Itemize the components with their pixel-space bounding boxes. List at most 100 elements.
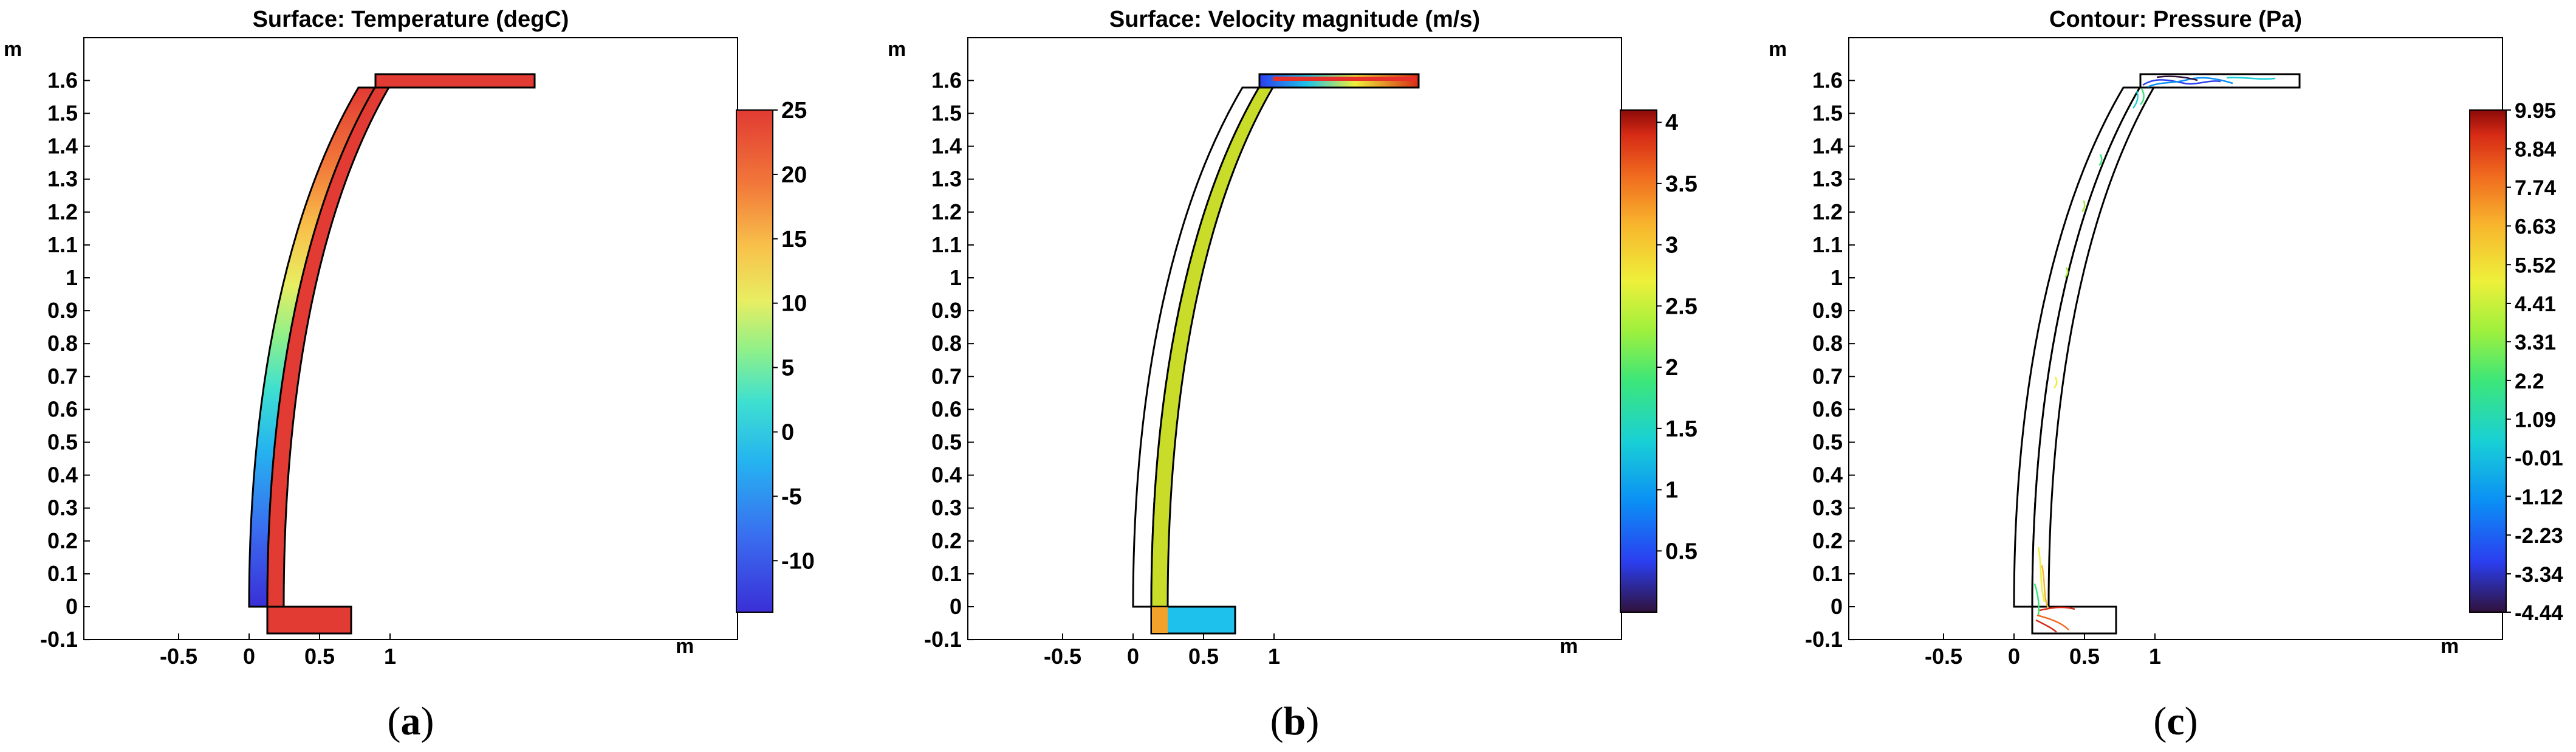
y-tick-label: 1.4 bbox=[931, 134, 962, 159]
y-tick-label: 1.2 bbox=[47, 199, 78, 224]
colorbar-tick-label: 7.74 bbox=[2515, 176, 2557, 200]
panel-title: Surface: Temperature (degC) bbox=[253, 7, 569, 32]
domain-geometry bbox=[248, 73, 536, 635]
y-tick-label: 1.3 bbox=[47, 167, 78, 191]
domain-geometry bbox=[2013, 73, 2301, 635]
y-tick-label: 0.6 bbox=[931, 396, 962, 421]
contour-line bbox=[2036, 614, 2069, 630]
x-tick-label: -0.5 bbox=[1925, 644, 1962, 669]
y-tick-label: -0.1 bbox=[924, 627, 962, 652]
y-tick-label: 1 bbox=[1831, 265, 1843, 290]
bottom-inlet-corner bbox=[1152, 607, 1168, 633]
colorbar-tick-label: -10 bbox=[781, 548, 815, 574]
x-tick-label: 0 bbox=[2008, 644, 2020, 669]
colorbar-tick-label: -3.34 bbox=[2515, 563, 2563, 587]
outer-curved-channel bbox=[2013, 86, 2142, 608]
pressure-contours bbox=[2033, 75, 2276, 633]
contour-line bbox=[2098, 154, 2103, 166]
y-axis: 1.6 1.5 1.4 1.3 1.2 1.1 1 0.9 0.8 0.7 0.6 0.5 0.4 0.3… bbox=[1805, 67, 1855, 652]
contour-line bbox=[2140, 88, 2145, 105]
panel-caption-c: (c) bbox=[2153, 699, 2197, 743]
panel-caption-a: (a) bbox=[388, 699, 434, 743]
y-tick-label: 0.1 bbox=[47, 561, 78, 586]
colorbar-tick-label: 25 bbox=[781, 98, 807, 123]
colorbar-tick-label: 9.95 bbox=[2515, 99, 2556, 123]
colorbar-tick-label: 20 bbox=[781, 162, 807, 188]
y-tick-label: 0.4 bbox=[1812, 463, 1843, 488]
y-tick-label: 0.5 bbox=[1812, 430, 1843, 455]
y-tick-label: 1.5 bbox=[1812, 101, 1843, 126]
contour-line bbox=[2037, 547, 2046, 602]
y-tick-label: 0.7 bbox=[1812, 364, 1843, 388]
colorbar-tick-label: 10 bbox=[781, 291, 807, 317]
x-tick-label: 0.5 bbox=[1188, 644, 1219, 669]
y-tick-label: 1 bbox=[66, 265, 78, 290]
panel-caption-b: (b) bbox=[1270, 699, 1320, 743]
colorbar bbox=[736, 109, 773, 613]
y-tick-label: 0 bbox=[1831, 594, 1843, 619]
contour-line bbox=[2142, 79, 2221, 86]
y-tick-label: 0 bbox=[950, 594, 962, 619]
colorbar-tick-label: 2 bbox=[1665, 355, 1678, 381]
y-tick-label: 0.2 bbox=[47, 528, 78, 553]
y-axis: 1.6 1.5 1.4 1.3 1.2 1.1 1 0.9 0.8 0.7 0.6 0.5 0.4 0.3… bbox=[924, 67, 974, 652]
colorbar-tick-label: 3 bbox=[1665, 233, 1678, 258]
colorbar-tick-label: 1 bbox=[1665, 478, 1678, 503]
y-axis: 1.6 1.5 1.4 1.3 1.2 1.1 1 0.9 0.8 0.7 0.6 0.5 0.4 0.3… bbox=[40, 67, 90, 652]
x-axis: -0.5 0 0.5 1 bbox=[1925, 633, 2161, 669]
y-tick-label: 0.9 bbox=[47, 298, 78, 323]
colorbar bbox=[2469, 109, 2507, 613]
y-tick-label: 0.9 bbox=[931, 298, 962, 323]
colorbar-ticks: 4 3.5 3 2.5 2 1.5 1 0.5 bbox=[1657, 110, 1697, 564]
contour-line bbox=[2041, 565, 2049, 609]
y-tick-label: 1.4 bbox=[1812, 134, 1843, 159]
y-tick-label: 0.5 bbox=[47, 430, 78, 455]
colorbar-ticks: 9.95 8.84 7.74 6.63 5.52 4.41 3.31 2.2 1.09 -0.01… bbox=[2506, 99, 2563, 625]
y-tick-label: 1.3 bbox=[931, 167, 962, 191]
contour-line bbox=[2156, 75, 2198, 81]
y-tick-label: 0.4 bbox=[47, 463, 78, 488]
colorbar-tick-label: 1.5 bbox=[1665, 416, 1697, 442]
x-tick-label: 0 bbox=[243, 644, 255, 669]
colorbar-tick-label: -2.23 bbox=[2515, 524, 2563, 548]
y-tick-label: 1 bbox=[950, 265, 962, 290]
y-tick-label: 0.8 bbox=[47, 331, 78, 356]
x-tick-label: 0 bbox=[1127, 644, 1139, 669]
colorbar-ticks: 25 20 15 10 5 0 -5 -10 bbox=[773, 98, 815, 574]
bottom-inlet-duct bbox=[266, 605, 352, 635]
y-tick-label: -0.1 bbox=[1805, 627, 1843, 652]
y-tick-label: 0.7 bbox=[47, 364, 78, 388]
y-tick-label: 0.6 bbox=[47, 396, 78, 421]
panel-b-velocity: Surface: Velocity magnitude (m/s) m m 1.… bbox=[888, 7, 1697, 743]
top-outlet-jet-core bbox=[1273, 77, 1416, 81]
y-tick-label: 0.8 bbox=[931, 331, 962, 356]
y-tick-label: 0.2 bbox=[1812, 528, 1843, 553]
contour-line bbox=[2054, 376, 2058, 388]
colorbar-tick-label: 1.09 bbox=[2515, 409, 2556, 432]
colorbar-tick-label: -5 bbox=[781, 484, 802, 509]
y-tick-label: 1.4 bbox=[47, 134, 78, 159]
x-axis-unit: m bbox=[1560, 635, 1578, 658]
x-tick-label: 1 bbox=[384, 644, 396, 669]
colorbar-tick-label: 4 bbox=[1665, 110, 1678, 136]
panel-title: Surface: Velocity magnitude (m/s) bbox=[1109, 7, 1480, 32]
colorbar-tick-label: 5.52 bbox=[2515, 254, 2556, 277]
domain-geometry bbox=[1132, 73, 1420, 635]
y-tick-label: 1.1 bbox=[47, 232, 78, 257]
y-tick-label: 1.2 bbox=[931, 199, 962, 224]
colorbar-tick-label: 6.63 bbox=[2515, 215, 2556, 239]
colorbar-tick-label: 3.5 bbox=[1665, 171, 1697, 197]
top-outlet-duct bbox=[374, 73, 536, 89]
x-axis-unit: m bbox=[2441, 635, 2459, 658]
y-tick-label: 0.5 bbox=[931, 430, 962, 455]
x-tick-label: -0.5 bbox=[1044, 644, 1081, 669]
y-tick-label: 0.1 bbox=[1812, 561, 1843, 586]
panel-a-temperature: Surface: Temperature (degC) m m 1.61.51.… bbox=[4, 7, 815, 743]
bottom-inlet-duct bbox=[2031, 605, 2117, 635]
y-axis-unit: m bbox=[4, 38, 22, 61]
y-tick-label: 1.6 bbox=[1812, 67, 1843, 92]
y-tick-label: 1.5 bbox=[47, 101, 78, 126]
y-tick-label: 1.6 bbox=[931, 67, 962, 92]
plot-frame bbox=[967, 37, 1622, 640]
x-tick-label: -0.5 bbox=[160, 644, 197, 669]
